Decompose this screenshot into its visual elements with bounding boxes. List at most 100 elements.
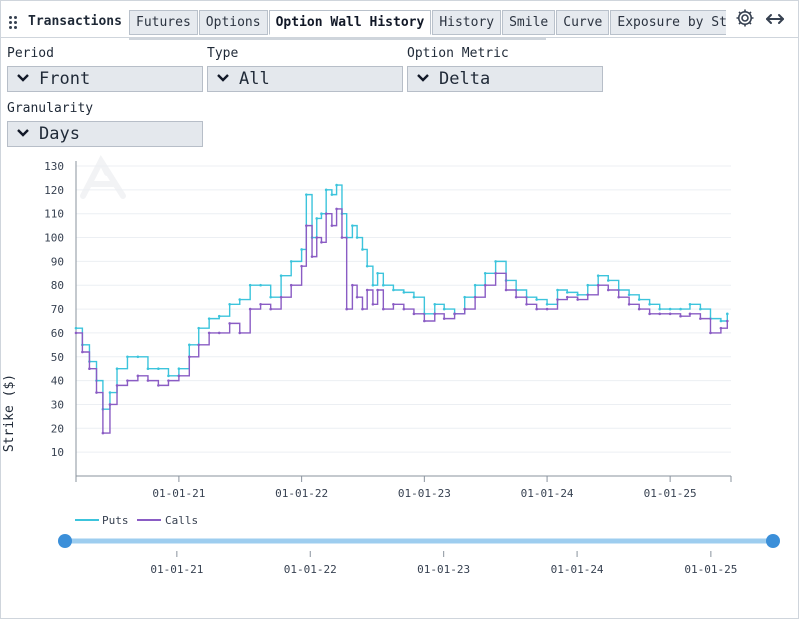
slider-tick-label: 01-01-25: [684, 563, 737, 576]
series-line-puts[interactable]: [76, 184, 729, 410]
data-point-puts: [483, 272, 487, 275]
drag-handle-icon[interactable]: [9, 16, 19, 29]
data-point-calls: [606, 288, 610, 292]
y-tick-label: 130: [44, 160, 64, 173]
tab-history[interactable]: History: [432, 10, 502, 35]
brand-logo: [80, 154, 126, 199]
data-point-puts: [535, 298, 538, 301]
slider-tick-label: 01-01-24: [551, 563, 604, 576]
data-point-calls: [88, 367, 91, 370]
data-point-calls: [442, 317, 446, 320]
x-tick-label: 01-01-22: [275, 487, 328, 500]
option-wall-chart[interactable]: 10 20 30 40 50 60 70 80 90 100 110 120 130 Strike ($…: [1, 151, 798, 591]
y-tick-label: 50: [51, 351, 64, 364]
data-point-calls: [351, 283, 354, 287]
slider-tick-label: 01-01-22: [284, 563, 337, 576]
chart-legend: Puts Calls: [75, 514, 198, 527]
y-tick-label: 90: [51, 255, 64, 268]
range-handle-start[interactable]: [58, 534, 72, 548]
tab-exposure-by-strike[interactable]: Exposure by Strike: [610, 10, 726, 35]
double-arrow-icon[interactable]: [763, 9, 787, 29]
data-point-puts: [442, 307, 446, 311]
data-point-puts: [300, 248, 303, 251]
data-point-calls: [269, 307, 272, 311]
type-select[interactable]: All: [207, 66, 403, 92]
granularity-select[interactable]: Days: [7, 121, 203, 147]
data-point-calls: [586, 293, 590, 297]
data-point-calls: [300, 264, 303, 268]
data-point-calls: [355, 295, 359, 299]
data-point-calls: [525, 303, 528, 306]
data-point-puts: [305, 193, 308, 196]
data-point-puts: [402, 291, 406, 294]
y-axis: 10 20 30 40 50 60 70 80 90 100 110 120 130: [44, 160, 77, 476]
slider-tick-label: 01-01-23: [417, 563, 470, 576]
data-point-puts: [324, 188, 328, 192]
tab-smile[interactable]: Smile: [502, 10, 556, 35]
option-metric-select[interactable]: Delta: [407, 66, 603, 92]
tab-futures[interactable]: Futures: [129, 10, 198, 35]
y-tick-label: 40: [51, 375, 64, 388]
data-point-calls: [453, 312, 456, 316]
tab-scrollbar[interactable]: [129, 37, 546, 40]
tab-option-wall-history[interactable]: Option Wall History: [268, 10, 432, 35]
data-point-puts: [207, 317, 211, 320]
range-handle-end[interactable]: [766, 534, 780, 548]
data-point-puts: [279, 274, 283, 277]
y-tick-label: 10: [51, 446, 64, 459]
tab-options[interactable]: Options: [198, 10, 268, 35]
data-point-calls: [365, 288, 369, 292]
chevron-down-icon: [417, 74, 429, 82]
option-metric-label: Option Metric: [407, 46, 509, 61]
data-point-calls: [463, 307, 466, 311]
gear-icon[interactable]: [734, 7, 756, 29]
data-point-puts: [146, 367, 150, 370]
data-point-puts: [217, 314, 221, 318]
data-point-puts: [463, 295, 466, 299]
data-point-puts: [167, 374, 170, 378]
period-select[interactable]: Front: [7, 66, 203, 92]
series-layer: [74, 183, 729, 435]
data-point-calls: [423, 319, 426, 323]
legend-puts-label[interactable]: Puts: [102, 514, 129, 527]
data-point-puts: [576, 293, 579, 297]
y-tick-label: 110: [44, 208, 64, 221]
data-point-puts: [351, 224, 354, 227]
granularity-label: Granularity: [7, 101, 94, 116]
data-point-puts: [433, 303, 437, 306]
data-point-calls: [576, 298, 579, 301]
data-point-calls: [688, 312, 692, 316]
tab-strip: Futures Options Option Wall History History…: [129, 10, 726, 38]
data-point-calls: [167, 379, 170, 382]
data-point-calls: [637, 307, 641, 311]
y-tick-label: 20: [51, 422, 64, 435]
data-point-puts: [238, 298, 242, 301]
y-tick-label: 70: [51, 303, 64, 316]
data-point-puts: [412, 295, 416, 299]
data-point-calls: [217, 331, 221, 335]
data-point-calls: [74, 331, 78, 335]
data-point-puts: [586, 283, 590, 287]
data-point-calls: [719, 326, 723, 330]
data-point-calls: [289, 283, 293, 287]
data-point-puts: [259, 283, 262, 287]
data-point-puts: [596, 274, 600, 277]
chevron-down-icon: [17, 74, 29, 82]
legend-calls-label[interactable]: Calls: [165, 514, 198, 527]
data-point-calls: [320, 241, 323, 244]
data-point-calls: [668, 312, 672, 316]
tab-curve[interactable]: Curve: [556, 10, 610, 35]
data-point-calls: [371, 303, 375, 306]
series-line-calls[interactable]: [76, 208, 729, 434]
data-point-calls: [514, 295, 518, 299]
data-point-calls: [197, 343, 201, 347]
data-point-calls: [310, 255, 314, 258]
data-point-calls: [679, 314, 682, 318]
data-point-puts: [371, 283, 375, 287]
data-point-calls: [177, 374, 181, 378]
data-point-calls: [305, 224, 308, 227]
data-point-puts: [688, 303, 692, 306]
data-point-calls: [402, 307, 406, 311]
range-slider[interactable]: 01-01-21 01-01-22 01-01-23 01-01-24 01-01-25: [58, 534, 780, 576]
